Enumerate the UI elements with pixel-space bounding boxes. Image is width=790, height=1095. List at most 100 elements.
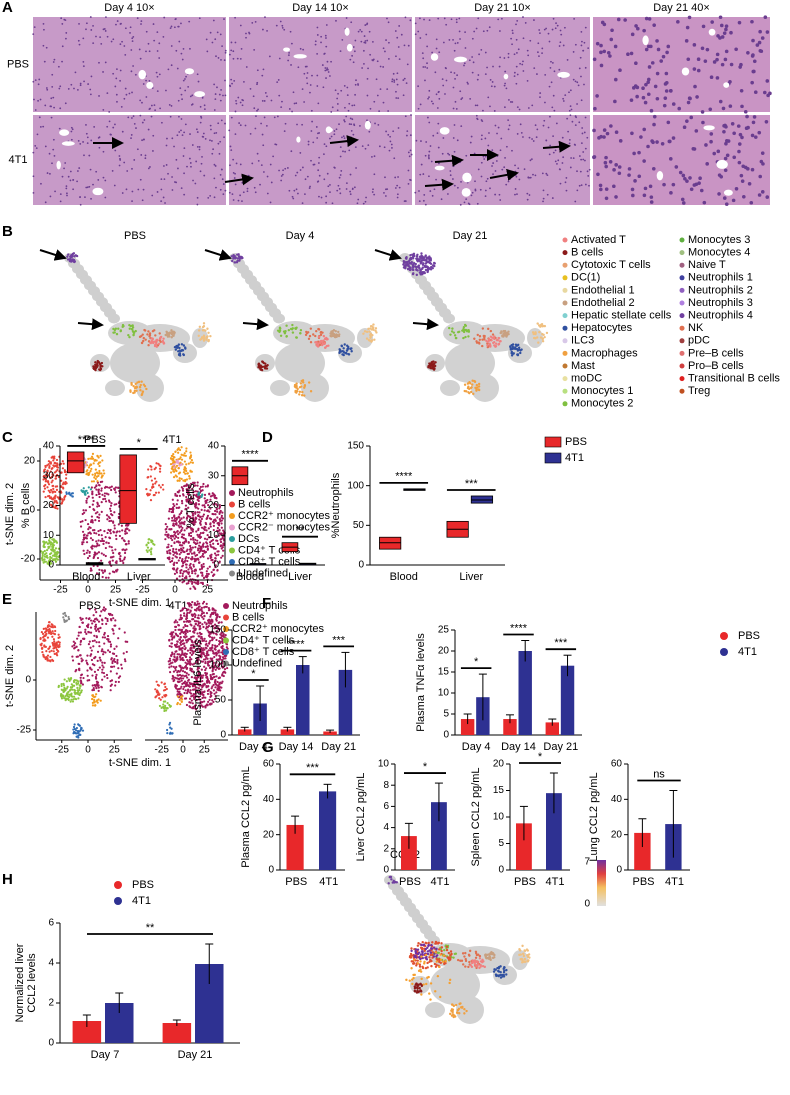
nucleus [614,45,618,49]
cell-dot [109,651,111,653]
nucleus [514,72,516,74]
nucleus [509,178,511,180]
nucleus [582,159,584,161]
cell-dot [51,659,53,661]
nucleus [663,96,667,100]
cell-dot [327,345,329,347]
cell-dot [475,389,477,391]
nucleus [588,185,590,187]
nucleus [312,141,314,143]
cell-dot [216,516,218,518]
cell-dot [118,681,120,683]
cell-dot [51,542,53,544]
cell-dot [115,491,117,493]
cell-dot [92,640,94,642]
nucleus [709,140,713,144]
nucleus [490,79,492,81]
cell-dot [110,619,112,621]
nucleus [34,26,36,28]
cell-dot [322,339,324,341]
cell-dot [55,477,57,479]
cell-dot [317,343,319,345]
cell-dot [465,329,467,331]
cell-dot [204,494,206,496]
nucleus [209,139,211,141]
cell-dot [92,695,94,697]
nucleus [408,183,410,185]
cell-dot [79,725,81,727]
cell-dot [418,266,420,268]
nucleus [384,51,386,53]
nucleus [657,48,661,52]
cell-dot [83,536,85,538]
cell-dot [298,393,300,395]
cell-dot [73,685,75,687]
cell-dot [149,489,151,491]
cell-dot [62,467,64,469]
cell-dot [219,539,221,541]
nucleus [317,34,319,36]
nucleus [485,190,487,192]
nucleus [636,27,640,31]
nucleus [725,202,729,206]
nucleus [535,175,537,177]
cell-dot [299,332,301,334]
nucleus [740,105,744,109]
nucleus [222,95,224,97]
nucleus [130,137,132,139]
nucleus [352,188,354,190]
nucleus [344,151,346,153]
nucleus [309,187,311,189]
nucleus [566,190,568,192]
nucleus [281,175,283,177]
cell-dot [147,330,149,332]
nucleus [90,16,92,18]
cell-dot [205,485,207,487]
nucleus [517,106,519,108]
cell-dot [69,680,71,682]
cell-dot [95,494,97,496]
nucleus [384,176,386,178]
nucleus [350,136,352,138]
cell-dot [80,677,82,679]
cell-dot [171,336,173,338]
cell-dot [105,577,107,579]
nucleus [515,188,517,190]
nucleus [710,75,714,79]
nucleus [472,192,474,194]
legend-label: CD8⁺ T cells [238,556,301,568]
nucleus [529,40,531,42]
nucleus [281,101,283,103]
cell-dot [215,520,217,522]
nucleus [248,175,250,177]
cell-dot [194,560,196,562]
cell-dot [110,645,112,647]
nucleus [377,95,379,97]
nucleus [340,90,342,92]
nucleus [141,102,143,104]
nucleus [453,87,455,89]
cell-dot [99,615,101,617]
nucleus [562,162,564,164]
nucleus [485,195,487,197]
cell-dot [94,361,96,363]
cell-dot [185,689,187,691]
nucleus [33,175,35,177]
panel-label: H [2,871,13,888]
cell-dot [83,512,85,514]
nucleus [495,125,497,127]
nucleus [554,70,556,72]
nucleus [119,80,121,82]
cell-dot [96,472,98,474]
cell-dot [54,653,56,655]
cell-dot [100,560,102,562]
nucleus [710,20,714,24]
nucleus [471,194,473,196]
cell-dot [62,694,64,696]
nucleus [492,162,494,164]
nucleus [475,104,477,106]
cell-dot [184,479,186,481]
cell-dot [102,653,104,655]
nucleus [512,30,514,32]
cell-dot [74,642,76,644]
